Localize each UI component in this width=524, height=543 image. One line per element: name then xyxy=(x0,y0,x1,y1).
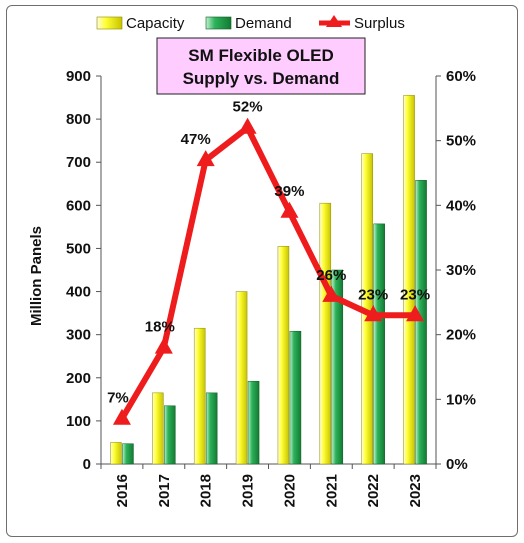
bars xyxy=(110,95,427,465)
surplus-marker xyxy=(112,408,131,425)
capacity-bar xyxy=(110,442,122,465)
legend-capacity-label: Capacity xyxy=(126,15,185,32)
surplus-data-label: 23% xyxy=(358,286,388,303)
demand-bar xyxy=(247,380,260,465)
y2-tick-label: 60% xyxy=(446,68,476,85)
x-tick-label: 2023 xyxy=(407,474,424,507)
y-tick-label: 100 xyxy=(66,413,91,430)
y2-tick-label: 0% xyxy=(446,456,468,473)
y-tick-label: 200 xyxy=(66,370,91,387)
surplus-data-label: 39% xyxy=(274,183,304,200)
chart-title-line-1: SM Flexible OLED xyxy=(188,46,333,65)
surplus-marker xyxy=(238,117,257,134)
chart-title-box xyxy=(156,37,366,95)
x-tick-label: 2016 xyxy=(114,474,131,507)
y-tick-label: 0 xyxy=(83,456,91,473)
chart-frame: Capacity Demand Surplus 0 100 200 300 400 500… xyxy=(6,5,518,537)
surplus-marker xyxy=(406,305,425,322)
capacity-bar xyxy=(403,95,415,465)
capacity-bar xyxy=(193,327,206,465)
x-tick-label: 2021 xyxy=(323,474,340,507)
legend-surplus-marker xyxy=(326,15,342,27)
x-tick-label: 2017 xyxy=(156,474,173,507)
surplus-marker xyxy=(364,305,383,322)
data-labels: 7% 18% 47% 52% 39% 26% 23% 23% xyxy=(107,99,430,407)
demand-bar xyxy=(205,392,218,465)
y2-tick-label: 10% xyxy=(446,391,476,408)
surplus-data-label: 47% xyxy=(181,131,211,148)
surplus-series xyxy=(112,117,425,425)
demand-bar xyxy=(373,223,385,465)
surplus-data-label: 7% xyxy=(107,390,129,407)
axes: 0 100 200 300 400 500 600 700 800 900 0% 10% 20% 30% 4… xyxy=(66,68,476,507)
y-axis-label: Million Panels xyxy=(28,226,45,326)
legend: Capacity Demand Surplus xyxy=(96,15,405,32)
surplus-marker xyxy=(322,285,341,302)
surplus-marker xyxy=(154,337,173,354)
surplus-marker xyxy=(280,201,299,218)
chart-svg: Capacity Demand Surplus 0 100 200 300 400 500… xyxy=(28,15,476,507)
y-tick-label: 300 xyxy=(66,327,91,344)
y-tick-label: 800 xyxy=(66,111,91,128)
x-tick-label: 2022 xyxy=(365,474,382,507)
x-tick-label: 2020 xyxy=(281,474,298,507)
surplus-data-label: 18% xyxy=(145,319,175,336)
y2-tick-label: 20% xyxy=(446,327,476,344)
y2-tick-label: 30% xyxy=(446,262,476,279)
demand-bar xyxy=(415,180,427,465)
capacity-bar xyxy=(152,392,164,465)
surplus-data-label: 26% xyxy=(316,267,346,284)
y-tick-label: 400 xyxy=(66,284,91,301)
x-tick-label: 2018 xyxy=(198,474,215,507)
demand-bar xyxy=(122,443,134,465)
legend-surplus-label: Surplus xyxy=(354,15,405,32)
demand-bar xyxy=(289,330,302,465)
capacity-bar xyxy=(319,202,332,465)
demand-bar xyxy=(331,269,344,465)
y2-tick-label: 50% xyxy=(446,133,476,150)
capacity-bar xyxy=(235,291,248,465)
legend-demand-label: Demand xyxy=(235,15,292,32)
surplus-line xyxy=(119,124,416,421)
y-tick-label: 700 xyxy=(66,154,91,171)
legend-capacity-swatch xyxy=(96,16,123,30)
y-tick-label: 500 xyxy=(66,240,91,257)
capacity-bar xyxy=(277,246,290,465)
x-tick-label: 2019 xyxy=(240,474,257,507)
legend-demand-swatch xyxy=(205,16,232,30)
demand-bar xyxy=(164,405,176,465)
chart-title: SM Flexible OLED Supply vs. Demand xyxy=(156,37,366,95)
surplus-data-label: 52% xyxy=(233,99,263,116)
y2-tick-label: 40% xyxy=(446,197,476,214)
y-tick-label: 900 xyxy=(66,68,91,85)
surplus-marker xyxy=(196,150,215,167)
chart-title-line-2: Supply vs. Demand xyxy=(183,69,340,88)
y-tick-label: 600 xyxy=(66,197,91,214)
surplus-data-label: 23% xyxy=(400,286,430,303)
